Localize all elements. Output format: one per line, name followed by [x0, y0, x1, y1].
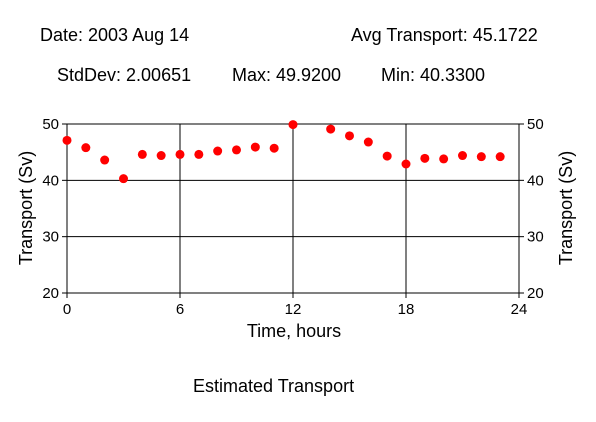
data-point [401, 159, 411, 169]
data-point [62, 135, 72, 145]
x-tick-label: 24 [511, 301, 528, 318]
data-point [363, 137, 373, 147]
data-point [269, 143, 279, 153]
data-point [119, 174, 128, 184]
data-point [137, 149, 147, 159]
y-axis-label-left: Transport (Sv) [16, 151, 36, 265]
x-tick-label: 12 [285, 301, 302, 318]
y-tick-label-right: 20 [527, 285, 544, 302]
x-tick-label: 0 [63, 301, 71, 318]
data-point [194, 149, 204, 159]
data-point [232, 145, 241, 155]
stddev-label: StdDev: 2.00651 [57, 65, 192, 85]
y-tick-label-left: 20 [42, 285, 59, 302]
y-axis-label-right: Transport (Sv) [556, 151, 576, 265]
y-tick-label-left: 30 [42, 229, 59, 246]
data-points [62, 120, 505, 184]
y-tick-label-right: 50 [527, 116, 544, 133]
data-point [439, 154, 449, 164]
chart-caption: Estimated Transport [193, 376, 355, 396]
y-tick-label-right: 40 [527, 172, 544, 189]
min-label: Min: 40.3300 [381, 65, 486, 85]
data-point [100, 155, 110, 165]
y-tick-label-left: 50 [42, 116, 59, 133]
data-point [458, 151, 467, 161]
x-axis-label: Time, hours [247, 321, 341, 341]
y-tick-label-left: 40 [42, 172, 59, 189]
data-point [326, 124, 336, 134]
data-point [345, 131, 354, 141]
data-point [156, 151, 166, 161]
axis-ticks [62, 123, 524, 298]
data-point [175, 149, 185, 159]
y-tick-label-right: 30 [527, 229, 544, 246]
data-point [213, 146, 223, 156]
date-label: Date: 2003 Aug 14 [40, 25, 190, 45]
max-label: Max: 49.9200 [232, 65, 342, 85]
data-point [81, 143, 91, 153]
x-tick-label: 6 [176, 301, 184, 318]
grid-lines [67, 124, 519, 293]
avg-transport-label: Avg Transport: 45.1722 [351, 25, 538, 45]
data-point [250, 142, 260, 152]
data-point [495, 152, 505, 162]
data-point [288, 120, 298, 130]
data-point [476, 152, 486, 162]
data-point [420, 153, 430, 163]
data-point [382, 151, 392, 161]
x-tick-label: 18 [398, 301, 415, 318]
